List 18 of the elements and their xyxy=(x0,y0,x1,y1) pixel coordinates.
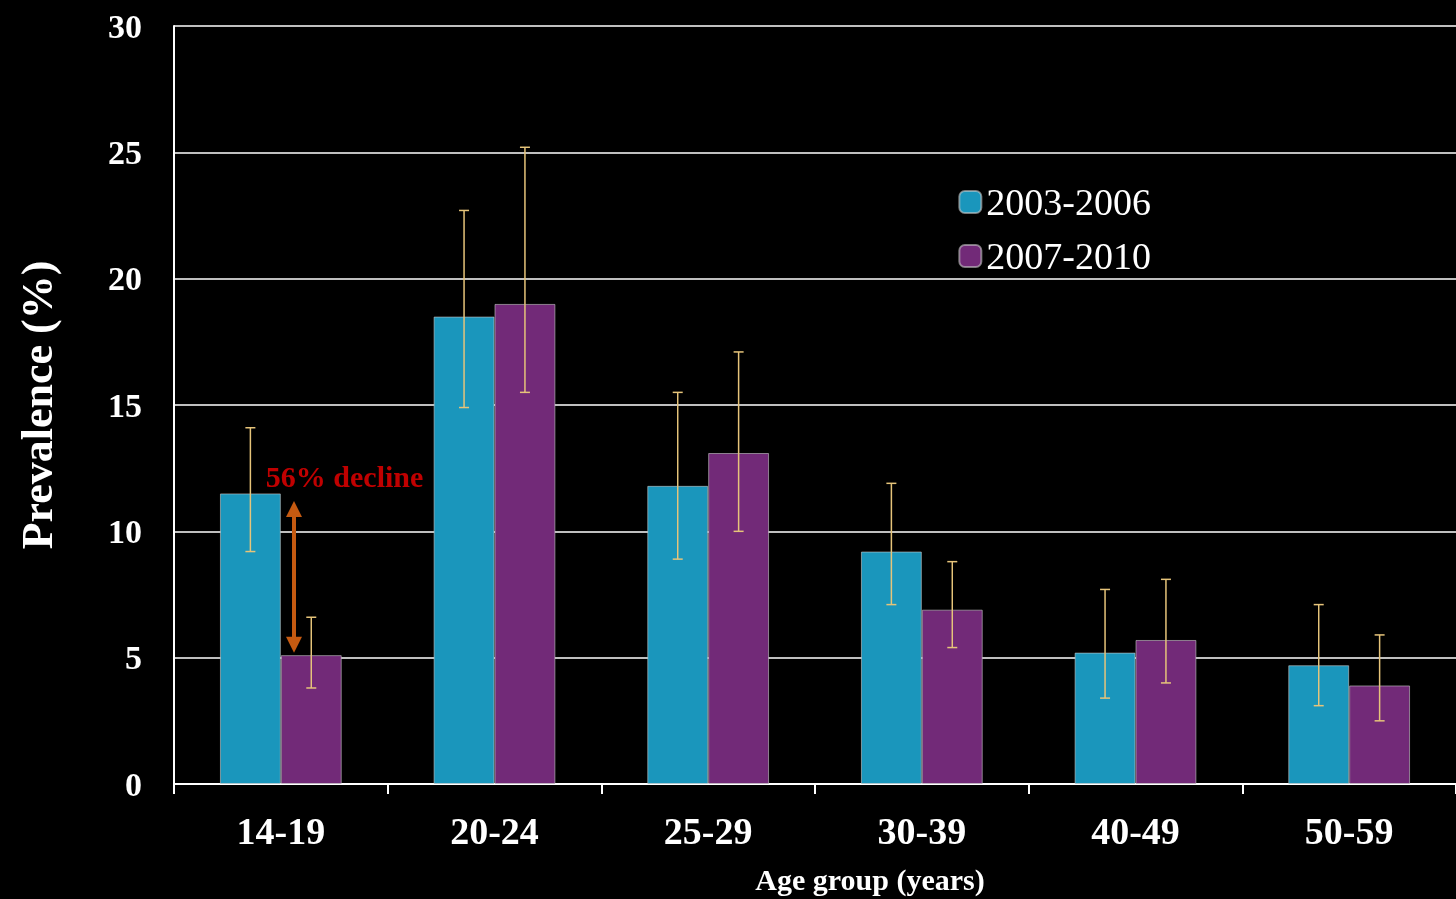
y-tick-label: 0 xyxy=(125,765,142,803)
x-axis-title: Age group (years) xyxy=(755,862,985,897)
x-tick-label: 30-39 xyxy=(877,810,967,852)
y-axis-title: Prevalence (%) xyxy=(12,260,62,550)
legend-label: 2003-2006 xyxy=(986,181,1151,223)
x-tick-label: 14-19 xyxy=(236,810,326,852)
y-tick-label: 5 xyxy=(125,639,142,677)
x-tick-label: 50-59 xyxy=(1304,810,1394,852)
y-tick-label: 10 xyxy=(108,512,142,550)
y-tick-label: 15 xyxy=(108,386,142,424)
x-tick-label: 20-24 xyxy=(450,810,539,852)
y-tick-label: 20 xyxy=(108,260,142,298)
y-tick-label: 30 xyxy=(108,7,142,45)
x-tick-label: 40-49 xyxy=(1091,810,1180,852)
annotation: 56% decline xyxy=(265,459,424,493)
legend-label: 2007-2010 xyxy=(986,235,1151,277)
x-tick-label: 25-29 xyxy=(663,810,753,852)
y-tick-label: 25 xyxy=(108,133,142,171)
